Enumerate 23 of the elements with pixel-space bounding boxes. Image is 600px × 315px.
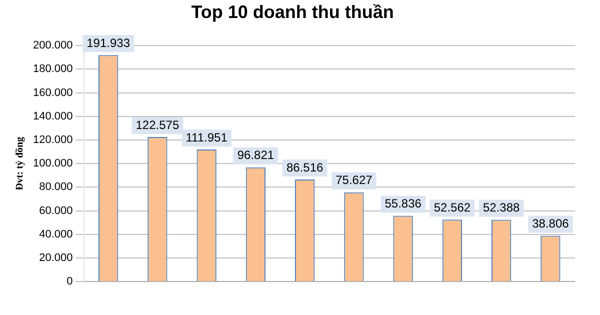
data-label: 122.575	[136, 118, 180, 132]
data-label: 55.836	[384, 196, 422, 211]
y-tick-label: 120.000	[32, 134, 73, 146]
data-label: 96.821	[237, 148, 274, 162]
data-label: 52.562	[434, 200, 471, 214]
y-tick-label: 20.000	[39, 252, 73, 264]
y-tick-label: 180.000	[32, 63, 73, 76]
data-label: 86.516	[286, 160, 324, 174]
y-tick-label: 200.000	[32, 40, 73, 52]
data-label: 191.933	[86, 36, 130, 50]
y-tick-label: 0	[66, 276, 73, 288]
chart-title: Top 10 doanh thu thuần	[191, 2, 394, 22]
data-label: 52.388	[482, 200, 520, 215]
data-label: 111.951	[186, 130, 228, 144]
y-tick-label: 60.000	[39, 204, 73, 217]
y-tick-label: 80.000	[39, 181, 73, 194]
y-tick-label: 160.000	[32, 86, 73, 99]
data-label: 75.627	[336, 173, 373, 188]
y-tick-label: 40.000	[39, 228, 73, 240]
y-tick-label: 140.000	[32, 110, 73, 122]
data-label: 38.806	[532, 216, 570, 231]
y-tick-label: 100.000	[32, 158, 73, 170]
y-axis-title: Đvt: tỷ đồng	[14, 136, 26, 190]
